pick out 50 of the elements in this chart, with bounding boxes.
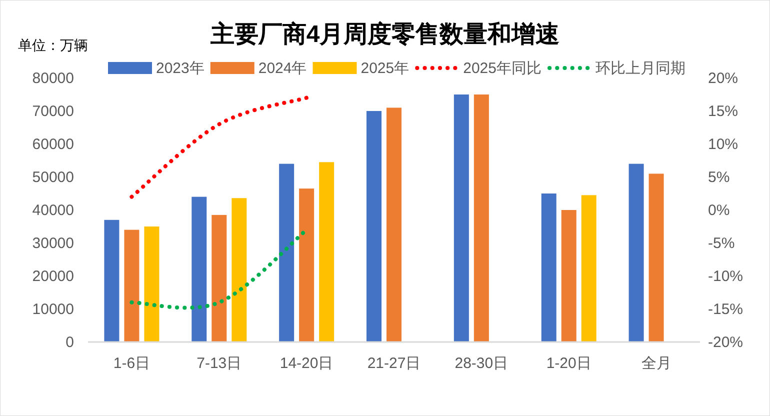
y2-tick-label: 10%	[708, 136, 738, 153]
x-tick-label: 1-6日	[113, 355, 150, 372]
x-tick-label: 28-30日	[454, 355, 508, 372]
y2-tick-label: -10%	[708, 268, 744, 285]
y-tick-label: 60000	[32, 136, 74, 153]
bar	[366, 111, 382, 342]
bar	[192, 196, 207, 342]
y-tick-label: 30000	[32, 235, 74, 252]
x-tick-label: 全月	[641, 355, 672, 372]
y2-tick-label: 20%	[708, 70, 738, 87]
bar	[319, 162, 334, 342]
x-tick-label: 21-27日	[367, 355, 421, 372]
bar	[299, 188, 314, 342]
x-tick-label: 14-20日	[280, 355, 334, 372]
y-axis-title: 单位：万辆	[18, 37, 88, 53]
x-tick-label: 7-13日	[196, 355, 242, 372]
legend-label: 2023年	[156, 60, 204, 77]
y-tick-label: 50000	[32, 169, 74, 186]
bar	[386, 108, 402, 342]
y2-tick-label: -5%	[708, 235, 735, 252]
y-tick-label: 10000	[32, 301, 74, 318]
legend-label: 环比上月同期	[596, 60, 686, 77]
bar	[648, 174, 664, 342]
bar	[212, 214, 227, 342]
bar	[279, 164, 294, 342]
bar	[561, 210, 576, 342]
y-tick-label: 0	[66, 334, 74, 351]
bar	[628, 164, 644, 342]
x-tick-label: 1-20日	[546, 355, 592, 372]
bar	[124, 230, 140, 342]
bar	[581, 195, 596, 342]
bar	[454, 94, 469, 342]
y2-tick-label: -20%	[708, 334, 744, 351]
y-tick-label: 80000	[32, 70, 74, 87]
y2-tick-label: -15%	[708, 301, 744, 318]
y2-tick-label: 5%	[708, 169, 730, 186]
legend-label: 2024年	[258, 60, 307, 77]
y-tick-label: 40000	[32, 202, 74, 219]
y-tick-label: 70000	[32, 103, 74, 120]
bar	[144, 226, 160, 342]
y-tick-label: 20000	[32, 268, 74, 285]
bar	[541, 194, 556, 342]
y2-tick-label: 0%	[708, 202, 730, 219]
chart-title: 主要厂商4月周度零售数量和增速	[209, 20, 560, 48]
y2-tick-label: 15%	[708, 103, 738, 120]
bar	[104, 220, 120, 342]
bar	[232, 198, 247, 342]
legend-label: 2025年	[360, 60, 410, 77]
bar	[474, 94, 489, 342]
legend-label: 2025年同比	[463, 60, 542, 77]
